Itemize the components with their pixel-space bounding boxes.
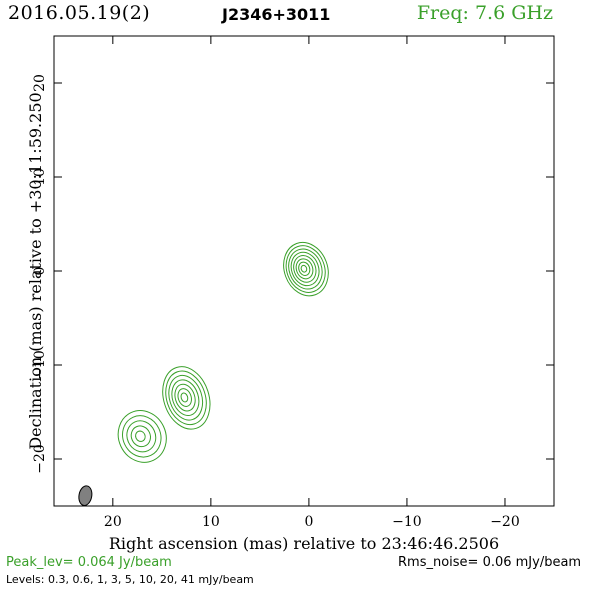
contour-c1-level-4	[290, 251, 320, 287]
y-tick-label: 0	[32, 267, 48, 276]
contour-c1-level-3	[288, 248, 323, 290]
y-tick-label: −20	[32, 444, 48, 474]
contour-c1-level-1	[283, 241, 329, 297]
contour-layer	[117, 241, 329, 463]
epoch-date: 2016.05.19(2)	[8, 2, 151, 24]
rms-noise: Rms_noise= 0.06 mJy/beam	[398, 555, 582, 570]
y-ticks: 20 10 0 −10 −20	[32, 74, 554, 474]
source-name: J2346+3011	[222, 5, 331, 24]
y-axis-label: Declination (mas) relative to +30:11:59.…	[26, 92, 45, 449]
frequency-label: Freq: 7.6 GHz	[416, 2, 553, 24]
contour-c1-level-8	[300, 264, 308, 273]
x-tick-label: 10	[202, 514, 220, 530]
contour-c1-level-5	[293, 255, 317, 283]
y-tick-label: 10	[32, 168, 48, 186]
contour-c3-level-2	[122, 415, 162, 458]
beam-ellipse	[78, 485, 93, 506]
x-tick-label: 20	[104, 514, 122, 530]
contour-levels: Levels: 0.3, 0.6, 1, 3, 5, 10, 20, 41 mJ…	[6, 573, 254, 586]
contour-c2-level-1	[162, 366, 211, 430]
contour-c3-level-3	[126, 420, 157, 453]
x-tick-label: −10	[392, 514, 422, 530]
contour-c3-level-5	[135, 430, 146, 442]
y-tick-label: 20	[32, 74, 48, 92]
contour-c3-level-4	[130, 425, 151, 448]
contour-c2-level-6	[177, 388, 192, 407]
x-axis-label: Right ascension (mas) relative to 23:46:…	[109, 534, 499, 553]
contour-c2-level-4	[171, 379, 200, 416]
contour-c2-level-5	[174, 383, 196, 412]
contour-c2-level-7	[180, 392, 189, 403]
x-ticks: 20 10 0 −10 −20	[104, 36, 520, 530]
beam-layer	[78, 485, 93, 506]
contour-c1-level-7	[298, 261, 311, 276]
peak-level: Peak_lev= 0.064 Jy/beam	[6, 555, 172, 570]
plot-frame	[53, 35, 555, 507]
x-tick-label: −20	[490, 514, 520, 530]
contour-c1-level-2	[285, 245, 326, 293]
contour-c2-level-2	[165, 370, 207, 426]
contour-c2-level-3	[168, 374, 204, 421]
y-tick-label: −10	[32, 350, 48, 380]
contour-c1-level-6	[295, 258, 314, 280]
contour-c3-level-1	[117, 410, 167, 463]
x-tick-label: 0	[304, 514, 313, 530]
